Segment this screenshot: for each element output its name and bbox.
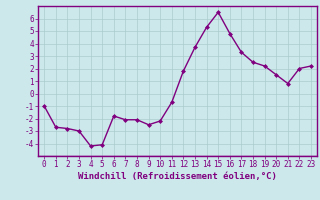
X-axis label: Windchill (Refroidissement éolien,°C): Windchill (Refroidissement éolien,°C) [78, 172, 277, 181]
